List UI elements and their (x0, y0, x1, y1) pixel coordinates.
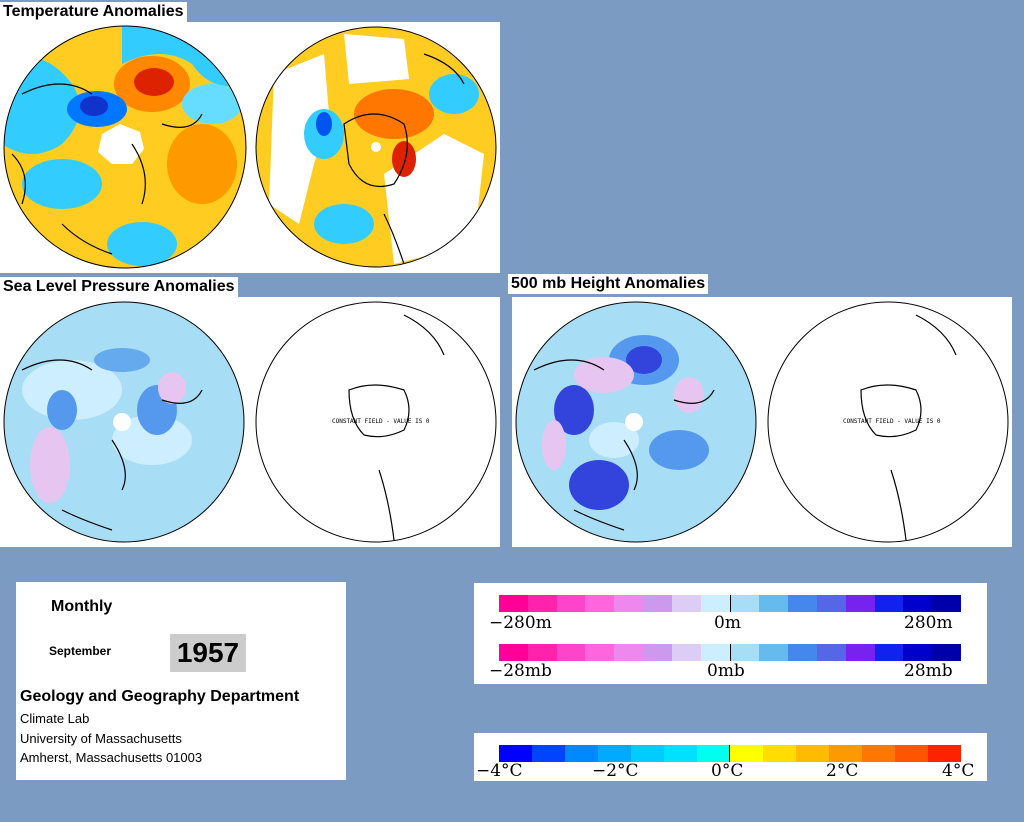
pressure-scale-swatch (845, 644, 875, 661)
slp-title: Sea Level Pressure Anomalies (0, 277, 238, 297)
height-scale-swatch (903, 595, 933, 612)
pressure-scale-swatch (671, 644, 701, 661)
pressure-zero-label: 0mb (707, 661, 745, 681)
pressure-scale-swatch (643, 644, 672, 661)
year-label: 1957 (170, 634, 246, 672)
temperature-title: Temperature Anomalies (0, 2, 187, 22)
temperature-scale-swatch (829, 745, 863, 762)
height500-constant-field-note: CONSTANT FIELD - VALUE IS 0 (843, 418, 941, 425)
pressure-scale-swatch (585, 644, 615, 661)
temperature-scale-swatch (696, 745, 731, 762)
temperature-scale-swatch (499, 745, 532, 762)
pressure-scale-swatch (527, 644, 557, 661)
temperature-label-0: 0°C (711, 761, 744, 781)
slp-constant-field-note: CONSTANT FIELD - VALUE IS 0 (332, 418, 430, 425)
temperature-north-map (3, 25, 247, 269)
temperature-scale-swatch (531, 745, 565, 762)
temperature-scale-swatch (630, 745, 664, 762)
height-scale-swatch (499, 595, 528, 612)
pressure-scale-swatch (499, 644, 528, 661)
month-label: September (49, 644, 112, 658)
info-panel: Monthly September 1957 Geology and Geogr… (16, 582, 346, 780)
height-scale-swatch (643, 595, 672, 612)
department-label: Geology and Geography Department (20, 688, 300, 705)
height-scale-swatch (527, 595, 557, 612)
pressure-scale-swatch (932, 644, 961, 661)
pressure-scale-swatch (759, 644, 789, 661)
temperature-color-scale (499, 745, 961, 762)
pressure-scale-swatch (700, 644, 731, 661)
address-label: Amherst, Massachusetts 01003 (20, 750, 203, 765)
height500-title: 500 mb Height Anomalies (508, 274, 709, 294)
temperature-scale-swatch (862, 745, 896, 762)
temperature-scale-swatch (564, 745, 598, 762)
height-color-scale (499, 595, 961, 612)
height-pressure-legend-panel: −280m 0m 280m −28mb 0mb 28mb (474, 583, 987, 684)
pressure-scale-swatch (903, 644, 933, 661)
pressure-max-label: 28mb (904, 661, 953, 681)
pressure-scale-swatch (874, 644, 904, 661)
height500-south-map (767, 301, 1009, 543)
temperature-label-minus2: −2°C (592, 761, 639, 781)
pressure-scale-swatch (614, 644, 644, 661)
temperature-label-4: 4°C (942, 761, 975, 781)
temperature-south-map (255, 26, 497, 268)
slp-north-map (3, 301, 245, 543)
university-label: University of Massachusetts (20, 731, 182, 746)
height-scale-swatch (671, 595, 701, 612)
pressure-color-scale (499, 644, 961, 661)
height-scale-swatch (585, 595, 615, 612)
height-scale-swatch (759, 595, 789, 612)
temperature-label-2: 2°C (826, 761, 859, 781)
temperature-scale-swatch (730, 745, 764, 762)
pressure-scale-swatch (730, 644, 760, 661)
pressure-min-label: −28mb (489, 661, 552, 681)
height-scale-swatch (614, 595, 644, 612)
height-zero-label: 0m (714, 613, 741, 633)
temperature-scale-swatch (895, 745, 928, 762)
height-max-label: 280m (904, 613, 953, 633)
height-scale-swatch (816, 595, 846, 612)
temperature-scale-swatch (663, 745, 697, 762)
pressure-scale-swatch (556, 644, 586, 661)
pressure-scale-swatch (788, 644, 817, 661)
temperature-legend-panel: −4°C −2°C 0°C 2°C 4°C (474, 733, 987, 781)
pressure-scale-swatch (816, 644, 846, 661)
temperature-scale-swatch (763, 745, 797, 762)
temperature-scale-swatch (796, 745, 830, 762)
slp-south-map (255, 301, 497, 543)
height500-north-map (515, 301, 757, 543)
temperature-scale-swatch (597, 745, 631, 762)
period-label: Monthly (51, 598, 113, 615)
height-scale-swatch (932, 595, 961, 612)
lab-label: Climate Lab (20, 711, 90, 726)
height-scale-swatch (730, 595, 760, 612)
height-scale-swatch (788, 595, 817, 612)
height-scale-swatch (845, 595, 875, 612)
height-scale-swatch (700, 595, 731, 612)
height-min-label: −280m (489, 613, 552, 633)
temperature-scale-swatch (927, 745, 961, 762)
height-scale-swatch (874, 595, 904, 612)
temperature-label-minus4: −4°C (476, 761, 523, 781)
height-scale-swatch (556, 595, 586, 612)
